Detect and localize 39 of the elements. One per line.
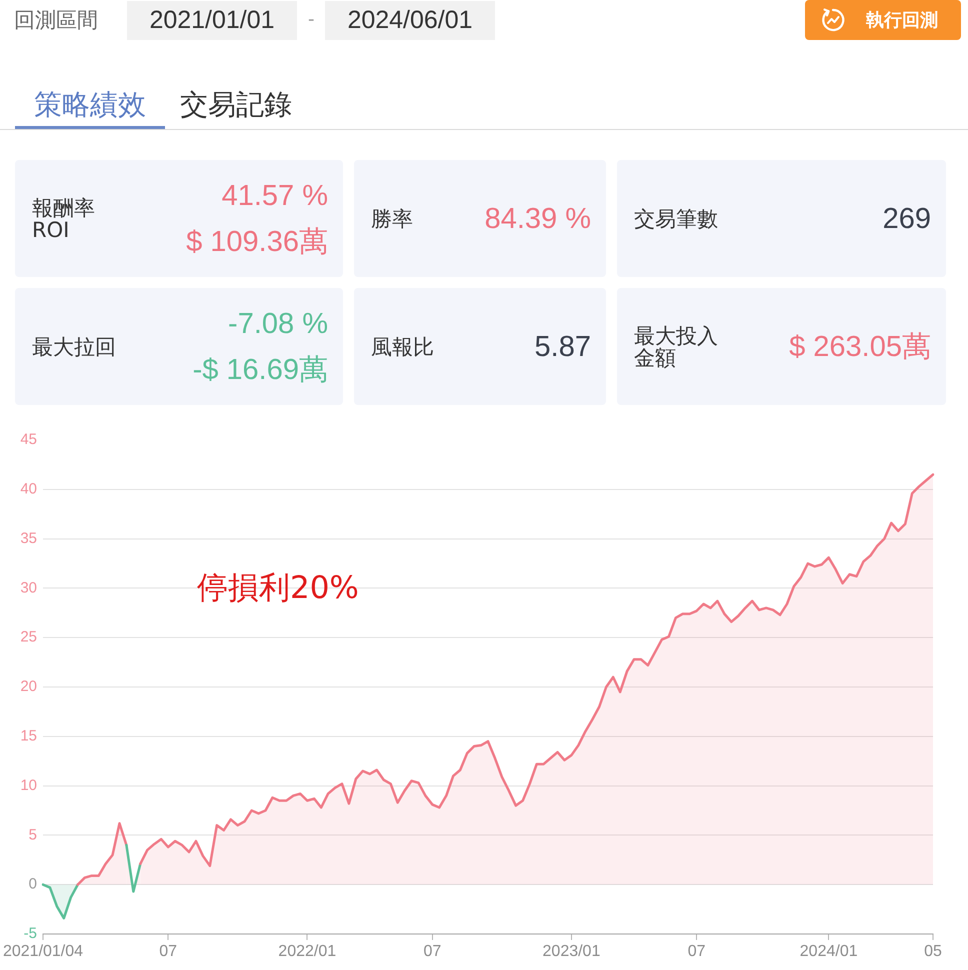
text: - (308, 8, 314, 32)
text: -7.08 % -$ 16.69萬 (192, 306, 328, 388)
y-tick-label: 0 (28, 876, 37, 893)
text: 84.39 % (484, 202, 591, 236)
x-tick-label: 2022/01 (278, 943, 336, 960)
x-tick-label: 07 (688, 943, 706, 960)
x-tick-label: 2023/01 (542, 943, 600, 960)
x-tick-label: 07 (423, 943, 442, 960)
text: 交易記錄 (180, 87, 292, 123)
text: 交易筆數 (634, 206, 718, 230)
text: 策略績效 (15, 83, 165, 129)
x-tick-label: 2021/01/04 (2, 943, 84, 960)
x-tick-label: 05 (924, 943, 942, 960)
text: 勝率 (371, 206, 413, 230)
text: 執行回測 (866, 9, 938, 32)
y-tick-label: 20 (20, 678, 37, 696)
y-tick-label: 5 (28, 826, 37, 844)
text: 2021/01/01 (127, 1, 297, 40)
y-tick-label: 25 (20, 628, 37, 646)
y-tick-label: 10 (20, 776, 37, 794)
y-tick-label: 30 (20, 579, 37, 596)
y-tick-label: 45 (20, 431, 37, 448)
text: 回測區間 (14, 7, 98, 34)
text: 最大拉回 (32, 334, 116, 358)
y-tick-label: 35 (20, 530, 37, 547)
x-tick-label: 2024/01 (800, 943, 858, 960)
text: 最大投入金額 (634, 324, 719, 370)
text: 報酬率 ROI (32, 196, 95, 242)
x-tick-label: 07 (159, 943, 178, 960)
y-tick-label: -5 (24, 925, 37, 942)
y-tick-label: 15 (20, 728, 37, 745)
text: 5.87 (534, 330, 591, 364)
y-tick-label: 40 (20, 480, 37, 498)
text: $ 263.05萬 (789, 330, 931, 364)
text: 41.57 % $ 109.36萬 (186, 178, 328, 260)
text: 風報比 (371, 334, 434, 358)
annotation: 停損利20% (196, 570, 359, 606)
text: 2024/06/01 (325, 1, 495, 40)
text: 269 (882, 202, 931, 236)
